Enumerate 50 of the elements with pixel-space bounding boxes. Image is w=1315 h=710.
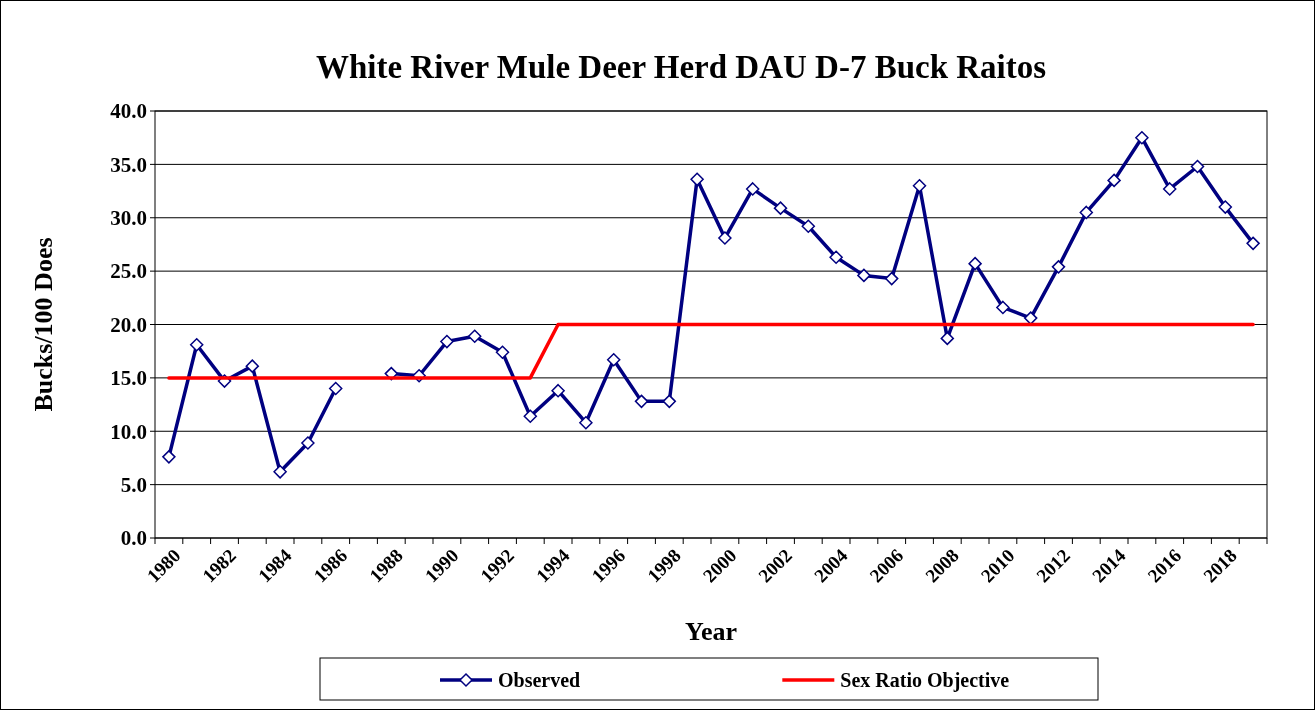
- point: [467, 329, 482, 343]
- point: [745, 182, 760, 196]
- point: [940, 331, 955, 346]
- point: [1051, 260, 1066, 274]
- point: [634, 394, 649, 409]
- y-tick-label: 5.0: [120, 472, 147, 497]
- y-tick-label: 40.0: [110, 99, 147, 124]
- point: [245, 359, 260, 373]
- point: [857, 268, 871, 283]
- y-tick-label: 25.0: [110, 259, 147, 284]
- y-tick-label: 30.0: [110, 206, 147, 231]
- point: [884, 271, 899, 286]
- point: [968, 256, 982, 271]
- point: [440, 334, 454, 349]
- y-axis-title: Bucks/100 Does: [29, 237, 58, 412]
- point: [773, 201, 788, 215]
- point: [273, 465, 287, 479]
- point: [996, 300, 1010, 315]
- point: [718, 231, 732, 245]
- y-tick-label: 35.0: [110, 152, 147, 177]
- y-tick-label: 20.0: [110, 312, 147, 337]
- point: [523, 409, 538, 424]
- legend-label: Observed: [498, 669, 581, 691]
- point: [1162, 182, 1177, 196]
- y-tick-label: 0.0: [120, 526, 147, 551]
- point: [1079, 205, 1094, 220]
- x-axis-title: Year: [685, 617, 737, 646]
- chart-title: White River Mule Deer Herd DAU D-7 Buck Raitos: [315, 49, 1047, 85]
- point: [495, 345, 510, 360]
- point: [1218, 200, 1233, 214]
- point: [162, 450, 176, 464]
- legend-label: Sex Ratio Objective: [840, 669, 1010, 692]
- point: [829, 250, 843, 264]
- point: [579, 415, 593, 430]
- point: [1023, 311, 1038, 325]
- y-tick-label: 15.0: [110, 366, 147, 391]
- point: [1246, 236, 1260, 251]
- y-tick-label: 10.0: [110, 419, 147, 444]
- point: [690, 172, 704, 187]
- point: [328, 381, 343, 396]
- point: [189, 338, 204, 352]
- point: [1190, 159, 1205, 174]
- point: [912, 178, 927, 193]
- point: [606, 352, 621, 367]
- point: [551, 383, 565, 398]
- point: [801, 219, 816, 234]
- point: [1135, 130, 1149, 145]
- point: [662, 394, 677, 409]
- point: [301, 436, 315, 450]
- point: [1107, 173, 1121, 188]
